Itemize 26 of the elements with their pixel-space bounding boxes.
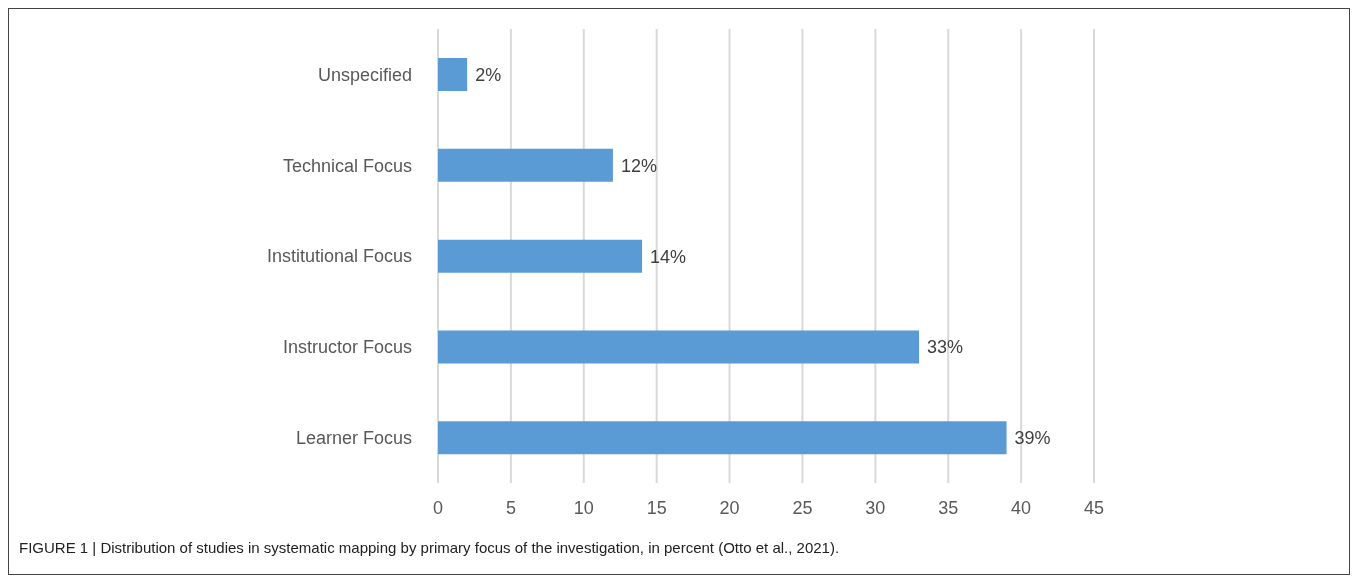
x-tick-label: 35: [938, 497, 959, 518]
x-tick-label: 0: [432, 497, 444, 518]
bar: [438, 239, 643, 273]
x-tick-label: 15: [646, 497, 667, 518]
x-tick-label: 20: [719, 497, 740, 518]
x-tick-label: 30: [865, 497, 886, 518]
caption: FIGURE 1 | Distribution of studies in systematic mapping by primary focus of the investigation, in percent (Otto et al., 2021).: [19, 539, 840, 556]
y-tick-label: Institutional Focus: [266, 246, 412, 267]
data-label: 39%: [1014, 428, 1051, 449]
y-tick-label: Learner Focus: [295, 427, 412, 448]
data-label: 33%: [927, 337, 964, 358]
y-tick-label: Unspecified: [317, 64, 412, 85]
x-tick-label: 25: [792, 497, 813, 518]
data-label: 2%: [475, 64, 502, 85]
x-tick-label: 5: [505, 497, 516, 518]
bar: [438, 148, 613, 182]
x-tick-label: 10: [573, 497, 594, 518]
x-tick-label: 45: [1083, 497, 1105, 518]
bar: [438, 421, 1007, 455]
bar: [438, 58, 468, 92]
x-tick-label: 40: [1011, 497, 1032, 518]
data-label: 12%: [620, 155, 657, 176]
y-tick-label: Technical Focus: [282, 155, 412, 176]
bar: [438, 330, 920, 364]
data-label: 14%: [650, 246, 687, 267]
y-tick-label: Instructor Focus: [282, 337, 412, 358]
